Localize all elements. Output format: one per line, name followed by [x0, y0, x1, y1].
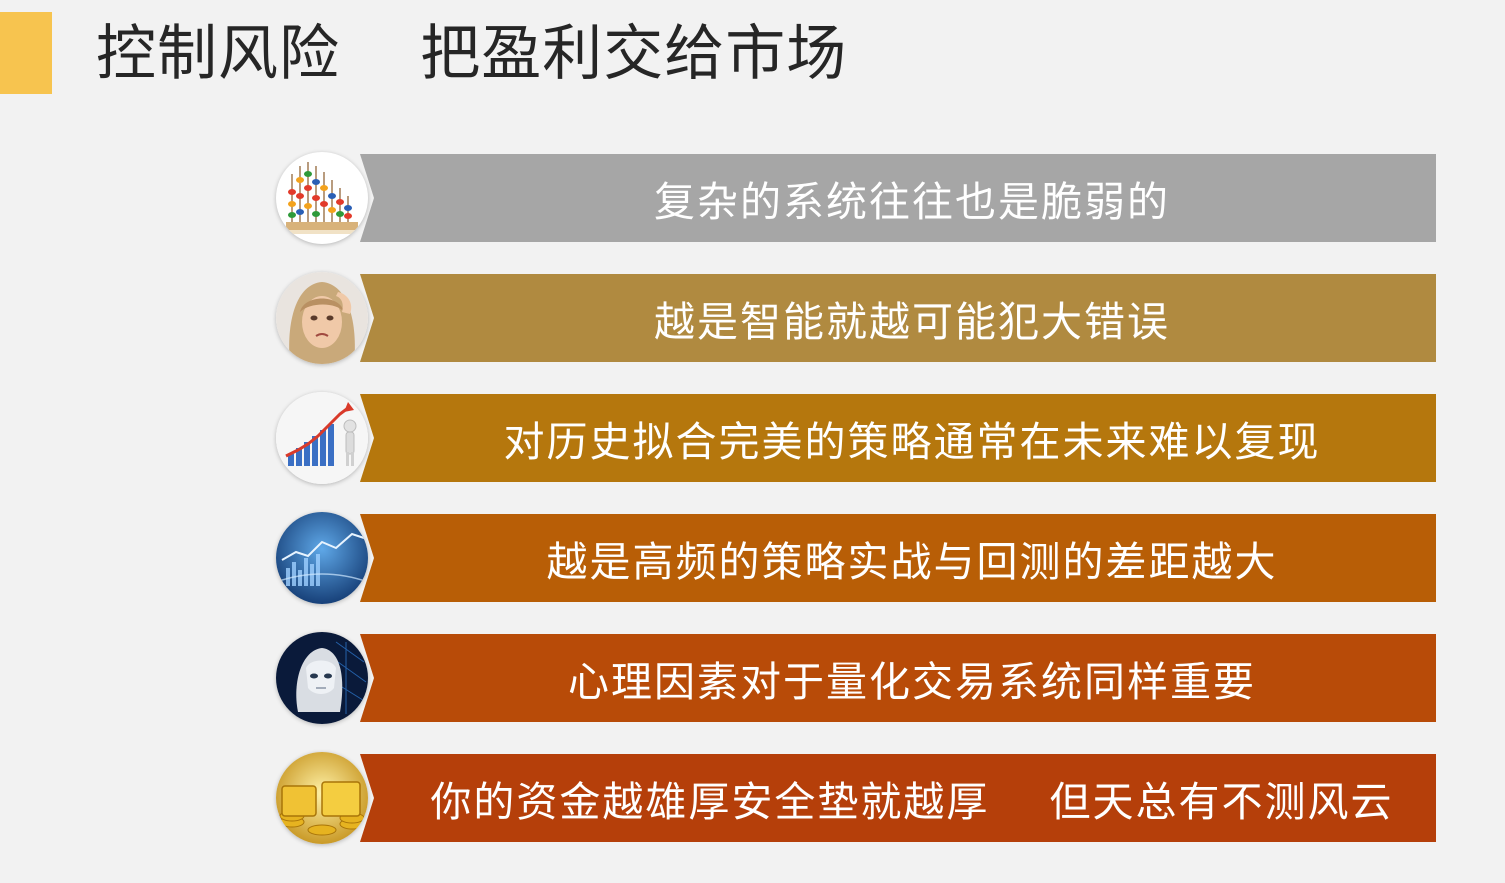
item-bar: 对历史拟合完美的策略通常在未来难以复现 — [360, 394, 1436, 482]
item-bar: 你的资金越雄厚安全垫就越厚 但天总有不测风云 — [360, 754, 1436, 842]
item-text: 心理因素对于量化交易系统同样重要 — [568, 658, 1256, 706]
item-bar: 越是智能就越可能犯大错误 — [360, 274, 1436, 362]
slide-title: 控制风险 把盈利交给市场 — [96, 19, 848, 89]
item-bar: 复杂的系统往往也是脆弱的 — [360, 154, 1436, 242]
robot-head-icon — [276, 632, 368, 724]
item-bar: 越是高频的策略实战与回测的差距越大 — [360, 514, 1436, 602]
growth-chart-icon — [276, 392, 368, 484]
list-item: 越是高频的策略实战与回测的差距越大 — [276, 512, 1436, 604]
list-item: 心理因素对于量化交易系统同样重要 — [276, 632, 1436, 724]
list-item: 越是智能就越可能犯大错误 — [276, 272, 1436, 364]
item-text: 对历史拟合完美的策略通常在未来难以复现 — [503, 418, 1321, 466]
title-accent-block — [0, 12, 52, 94]
market-data-icon — [276, 512, 368, 604]
list-item: 对历史拟合完美的策略通常在未来难以复现 — [276, 392, 1436, 484]
gold-fund-icon — [276, 752, 368, 844]
list-item: 复杂的系统往往也是脆弱的 — [276, 152, 1436, 244]
item-text: 越是智能就越可能犯大错误 — [654, 298, 1170, 346]
abacus-icon — [276, 152, 368, 244]
item-text: 复杂的系统往往也是脆弱的 — [654, 178, 1170, 226]
item-text: 越是高频的策略实战与回测的差距越大 — [546, 538, 1278, 586]
list-item: 你的资金越雄厚安全垫就越厚 但天总有不测风云 — [276, 752, 1436, 844]
item-text: 你的资金越雄厚安全垫就越厚 但天总有不测风云 — [430, 778, 1394, 826]
stressed-person-icon — [276, 272, 368, 364]
item-bar: 心理因素对于量化交易系统同样重要 — [360, 634, 1436, 722]
